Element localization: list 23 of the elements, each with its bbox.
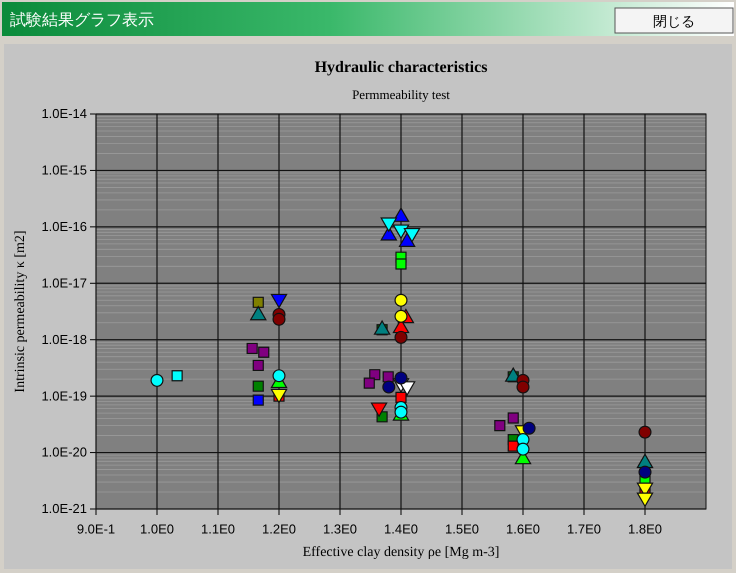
y-axis-title: Intrinsic permeability κ [m2] <box>13 230 28 393</box>
x-tick-label: 1.1E0 <box>201 522 235 537</box>
x-tick-label: 1.5E0 <box>445 522 479 537</box>
chart-title: Hydraulic characteristics <box>314 59 488 76</box>
x-tick-label: 1.2E0 <box>262 522 296 537</box>
x-tick-label: 1.8E0 <box>628 522 662 537</box>
y-tick-label: 1.0E-17 <box>41 275 87 290</box>
y-tick-label: 1.0E-19 <box>41 388 87 404</box>
chart-subtitle: Permmeability test <box>352 87 450 102</box>
x-tick-label: 1.6E0 <box>506 522 540 537</box>
x-tick-label: 9.0E-1 <box>76 522 116 537</box>
x-tick-label: 1.7E0 <box>567 522 601 537</box>
y-tick-label: 1.0E-15 <box>41 162 87 178</box>
y-tick-label: 1.0E-20 <box>41 444 87 460</box>
x-tick-label: 1.4E0 <box>384 522 418 537</box>
text: 試験結果グラフ表示 <box>10 10 154 29</box>
y-tick-label: 1.0E-16 <box>41 219 87 234</box>
y-tick-label: 1.0E-21 <box>41 501 87 516</box>
y-tick-label: 1.0E-14 <box>41 106 87 122</box>
y-tick-label: 1.0E-18 <box>41 332 87 347</box>
x-tick-label: 1.3E0 <box>323 522 357 537</box>
x-axis-title: Effective clay density ρe [Mg m-3] <box>302 545 500 560</box>
x-tick-label: 1.0E0 <box>140 522 174 537</box>
